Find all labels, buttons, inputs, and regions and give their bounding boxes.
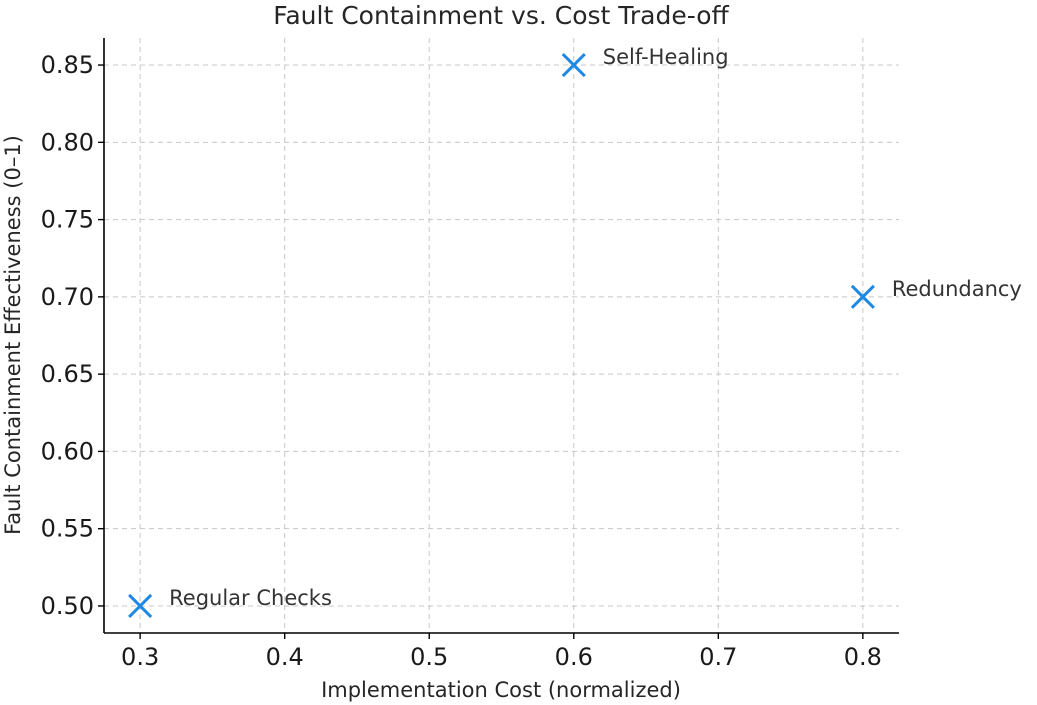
point-label: Self-Healing bbox=[603, 45, 729, 69]
data-points: Regular Checks Self-Healing Redundancy bbox=[128, 45, 1022, 619]
y-tick-label: 0.80 bbox=[41, 128, 94, 156]
data-point: Regular Checks bbox=[128, 586, 332, 619]
y-tick-label: 0.70 bbox=[41, 283, 94, 311]
point-marker-stroke bbox=[128, 593, 153, 619]
y-tick-label: 0.75 bbox=[41, 206, 94, 234]
x-tick-label: 0.6 bbox=[555, 643, 593, 671]
chart-title: Fault Containment vs. Cost Trade-off bbox=[273, 1, 729, 30]
x-tick-label: 0.8 bbox=[844, 643, 882, 671]
y-tick-label: 0.50 bbox=[41, 592, 94, 620]
x-tick-label: 0.5 bbox=[410, 643, 448, 671]
point-marker-stroke bbox=[561, 52, 586, 78]
y-tick-label: 0.55 bbox=[41, 515, 94, 543]
point-label: Regular Checks bbox=[169, 586, 332, 610]
y-tick-label: 0.65 bbox=[41, 360, 94, 388]
x-tick-label: 0.3 bbox=[121, 643, 159, 671]
data-point: Redundancy bbox=[850, 277, 1022, 309]
grid bbox=[104, 38, 899, 633]
axes bbox=[103, 38, 899, 634]
y-tick-label: 0.60 bbox=[41, 437, 94, 465]
point-label: Redundancy bbox=[892, 277, 1022, 301]
y-tick-label: 0.85 bbox=[41, 51, 94, 79]
y-axis-label: Fault Containment Effectiveness (0–1) bbox=[1, 135, 25, 535]
ticks: 0.3 0.4 0.5 0.6 0.7 0.8 0.50 0.55 0.60 0.65 0.70 0.… bbox=[41, 51, 882, 671]
point-marker-stroke bbox=[850, 284, 875, 309]
x-tick-label: 0.7 bbox=[699, 643, 737, 671]
x-tick-label: 0.4 bbox=[266, 643, 304, 671]
data-point: Self-Healing bbox=[561, 45, 729, 78]
x-axis-label: Implementation Cost (normalized) bbox=[321, 678, 681, 702]
